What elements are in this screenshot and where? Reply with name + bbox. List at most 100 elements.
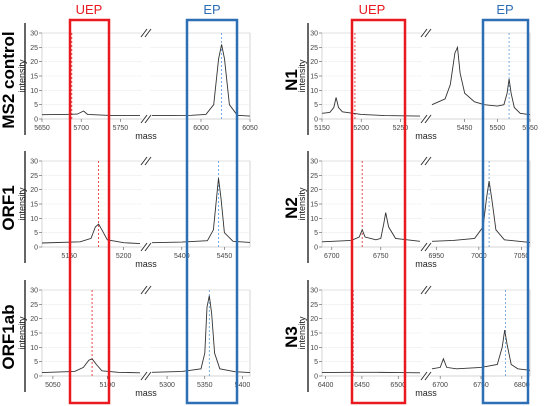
axis-break-mark <box>424 285 432 295</box>
row-label-n2: N2 <box>282 197 301 219</box>
y-axis-label: intensity <box>17 59 27 93</box>
axis-break-mark <box>144 156 152 166</box>
x-tick-label: 6750 <box>373 253 389 260</box>
x-tick-label: 6800 <box>514 382 530 389</box>
x-tick-label: 5250 <box>393 125 409 132</box>
x-tick-label: 6050 <box>242 125 258 132</box>
row-label-n1: N1 <box>282 69 301 91</box>
x-tick-label: 7050 <box>514 253 530 260</box>
spectrum-trace-right <box>151 44 251 117</box>
spectrum-trace-left <box>41 223 141 245</box>
x-tick-label: 5200 <box>353 125 369 132</box>
axis-break-gap <box>422 288 430 378</box>
x-axis-label: mass <box>415 388 437 398</box>
y-tick-label: 30 <box>310 288 318 295</box>
spectrum-trace-right <box>151 295 251 374</box>
y-tick-label: 5 <box>34 359 38 366</box>
chart-panel-n1: 0 5 10 15 20 25 30 intensity 5150 5200 5250 5450 550… <box>297 28 538 141</box>
y-tick-label: 25 <box>310 302 318 309</box>
y-tick-label: 0 <box>34 245 38 252</box>
spectrum-trace-right <box>431 330 531 371</box>
x-tick-label: 5200 <box>116 253 132 260</box>
ep-header-left: EP <box>203 2 220 17</box>
axis-break-mark <box>144 114 152 124</box>
axis-break-gap <box>142 31 150 121</box>
y-tick-label: 5 <box>34 102 38 109</box>
uep-header-right: UEP <box>359 2 386 17</box>
axis-break-mark <box>144 28 152 38</box>
x-tick-label: 5400 <box>235 382 251 389</box>
x-tick-label: 6500 <box>390 382 406 389</box>
y-tick-label: 25 <box>310 45 318 52</box>
y-tick-label: 15 <box>30 202 38 209</box>
row-label-orf1ab: ORF1ab <box>0 304 18 369</box>
spectrum-trace-right <box>431 181 531 243</box>
axis-break-mark <box>420 28 428 38</box>
x-axis-label: mass <box>135 131 157 141</box>
x-tick-label: 5650 <box>34 125 50 132</box>
x-tick-label: 6750 <box>473 382 489 389</box>
axis-break-mark <box>140 285 148 295</box>
axis-break-gap <box>142 288 150 378</box>
axis-break-mark <box>420 285 428 295</box>
axis-break-mark <box>420 156 428 166</box>
y-tick-label: 20 <box>30 187 38 194</box>
x-axis-label: mass <box>135 259 157 269</box>
y-tick-label: 15 <box>310 331 318 338</box>
axis-break-mark <box>140 156 148 166</box>
y-axis-label: intensity <box>17 187 27 221</box>
y-tick-label: 5 <box>34 230 38 237</box>
x-tick-label: 5300 <box>159 382 175 389</box>
axis-break-gap <box>422 159 430 249</box>
spectrum-trace-left <box>41 358 141 374</box>
x-tick-label: 7000 <box>471 253 487 260</box>
y-tick-label: 20 <box>30 316 38 323</box>
x-axis-label: mass <box>415 131 437 141</box>
y-tick-label: 20 <box>30 59 38 66</box>
x-tick-label: 5700 <box>73 125 89 132</box>
axis-break-gap <box>422 31 430 121</box>
chart-panel-orf1ab: 0 5 10 15 20 25 30 intensity 5050 5100 5300 5350 540… <box>17 285 251 398</box>
x-tick-label: 6950 <box>428 253 444 260</box>
ep-highlight-right <box>481 18 530 405</box>
y-tick-label: 0 <box>34 117 38 124</box>
x-tick-label: 5150 <box>314 125 330 132</box>
x-tick-label: 5400 <box>174 253 190 260</box>
chart-panel-n3: 0 5 10 15 20 25 30 intensity 6400 6450 6500 6700 675… <box>297 285 531 398</box>
y-tick-label: 0 <box>314 374 318 381</box>
axis-break-gap <box>142 159 150 249</box>
spectrum-trace-right <box>431 45 531 116</box>
chart-panel-ms2: 0 5 10 15 20 25 30 intensity 5650 5700 5750 6000 605… <box>17 28 258 141</box>
spectrum-trace-left <box>321 97 421 117</box>
row-label-ms2: MS2 control <box>0 31 18 128</box>
x-tick-label: 5350 <box>197 382 213 389</box>
axis-break-mark <box>140 371 148 381</box>
axis-break-mark <box>420 114 428 124</box>
y-tick-label: 10 <box>310 345 318 352</box>
y-tick-label: 0 <box>34 374 38 381</box>
y-tick-label: 15 <box>310 74 318 81</box>
uep-highlight-left <box>68 18 111 405</box>
row-label-n3: N3 <box>282 326 301 348</box>
y-tick-label: 30 <box>30 31 38 38</box>
spectrum-trace-left <box>41 110 140 117</box>
axis-break-mark <box>144 371 152 381</box>
axis-break-mark <box>140 114 148 124</box>
y-tick-label: 10 <box>310 216 318 223</box>
y-tick-label: 25 <box>30 302 38 309</box>
x-tick-label: 6400 <box>318 382 334 389</box>
spectrum-trace-right <box>151 178 251 244</box>
y-tick-label: 10 <box>30 216 38 223</box>
y-tick-label: 30 <box>30 159 38 166</box>
y-tick-label: 15 <box>310 202 318 209</box>
y-tick-label: 15 <box>30 331 38 338</box>
ep-highlight-left <box>185 18 239 405</box>
y-tick-label: 5 <box>314 359 318 366</box>
y-tick-label: 25 <box>30 173 38 180</box>
y-axis-label: intensity <box>17 316 27 350</box>
y-tick-label: 30 <box>30 288 38 295</box>
y-tick-label: 0 <box>314 117 318 124</box>
uep-header-left: UEP <box>76 2 103 17</box>
x-tick-label: 5450 <box>457 125 473 132</box>
